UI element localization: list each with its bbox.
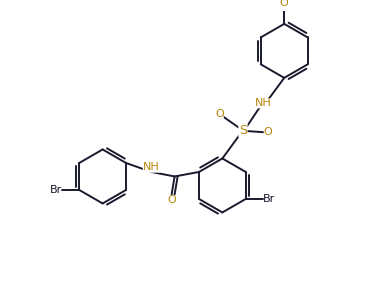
- Text: O: O: [167, 195, 176, 205]
- Text: S: S: [239, 124, 247, 137]
- Text: O: O: [215, 109, 224, 119]
- Text: Br: Br: [264, 194, 276, 204]
- Text: O: O: [264, 127, 272, 137]
- Text: Br: Br: [49, 185, 61, 195]
- Text: O: O: [280, 0, 289, 8]
- Text: NH: NH: [254, 98, 271, 108]
- Text: NH: NH: [143, 162, 160, 173]
